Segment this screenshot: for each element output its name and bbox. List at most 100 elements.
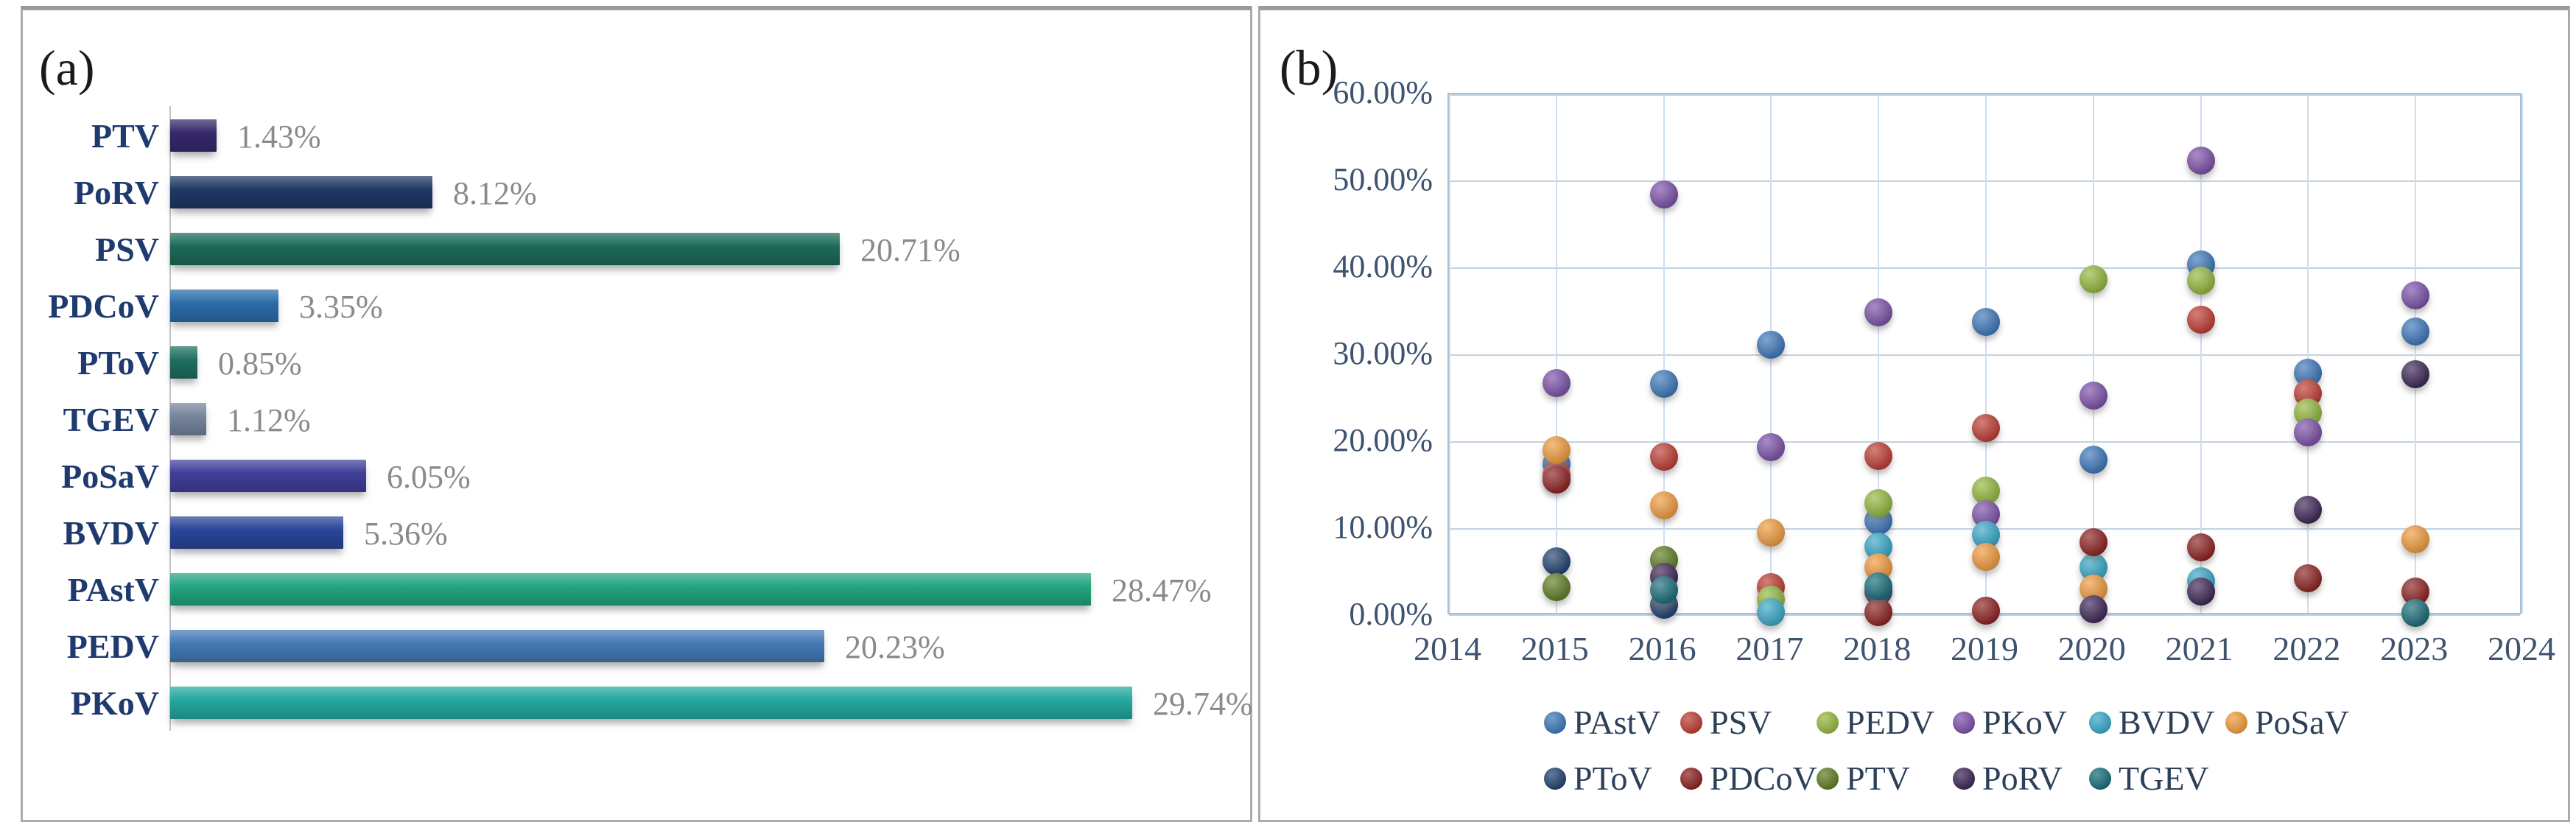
bar-category-label: PTV [91, 117, 159, 155]
data-point-pkov [2294, 418, 2323, 447]
legend-label: PKoV [1982, 704, 2068, 741]
gridline-horizontal [1449, 94, 2520, 96]
bar-tgev [170, 403, 206, 435]
bar-value-label: 20.23% [845, 629, 945, 665]
bar-pastv [170, 573, 1091, 606]
data-point-pkov [1649, 180, 1678, 208]
bar-pdcov [170, 290, 278, 322]
gridline-horizontal [1449, 441, 2520, 443]
y-axis-tick-label: 20.00% [1333, 422, 1433, 458]
legend-marker-pdcov [1680, 768, 1702, 790]
data-point-pdcov [2186, 533, 2215, 561]
legend-item-pastv: PAstV [1544, 706, 1660, 740]
gridline-horizontal [1449, 354, 2520, 356]
gridline-vertical [2200, 94, 2202, 613]
legend-label: PoRV [1982, 759, 2063, 797]
bar-pkov [170, 687, 1132, 719]
gridline-vertical [1878, 94, 1880, 613]
legend-label: BVDV [2119, 704, 2215, 741]
data-point-posav [1972, 542, 2000, 571]
data-point-psv [1864, 441, 1893, 470]
x-axis-tick-label: 2015 [1520, 630, 1589, 667]
data-point-pdcov [1542, 465, 1570, 494]
bar-psv [170, 233, 840, 265]
legend-item-tgev: TGEV [2089, 762, 2209, 796]
data-point-pastv [1757, 330, 1786, 359]
data-point-posav [1757, 518, 1786, 547]
bar-category-label: PoSaV [61, 457, 159, 495]
legend-item-pdcov: PDCoV [1680, 762, 1817, 796]
gridline-horizontal [1449, 180, 2520, 182]
bar-value-label: 20.71% [860, 232, 961, 268]
y-axis-tick-label: 50.00% [1333, 161, 1433, 197]
data-point-porv [2186, 577, 2215, 606]
gridline-horizontal [1449, 267, 2520, 269]
data-point-pastv [2401, 317, 2430, 346]
legend-marker-pastv [1544, 712, 1566, 734]
legend-marker-porv [1953, 768, 1975, 790]
y-axis-tick-label: 40.00% [1333, 248, 1433, 284]
data-point-pedv [2079, 265, 2108, 294]
bar-value-label: 5.36% [364, 516, 448, 552]
gridline-vertical [1449, 94, 1450, 613]
legend-marker-ptv [1817, 768, 1839, 790]
data-point-tgev [2401, 599, 2430, 628]
scatter-plot-area [1447, 93, 2523, 628]
data-point-pedv [1864, 488, 1893, 517]
legend-label: PTV [1846, 759, 1910, 797]
x-axis-tick-label: 2021 [2165, 630, 2233, 667]
data-point-psv [1972, 414, 2000, 443]
y-axis-tick-label: 60.00% [1333, 74, 1433, 110]
legend-label: PDCoV [1710, 759, 1817, 797]
bar-category-label: PKoV [70, 684, 159, 722]
data-point-pdcov [1864, 598, 1893, 627]
legend-item-bvdv: BVDV [2089, 706, 2214, 740]
x-axis-tick-label: 2024 [2488, 630, 2555, 667]
bar-value-label: 0.85% [218, 345, 302, 382]
data-point-pdcov [1972, 596, 2000, 625]
x-axis-tick-label: 2023 [2380, 630, 2449, 667]
legend-item-ptv: PTV [1817, 762, 1910, 796]
bar-value-label: 1.12% [227, 402, 311, 438]
bar-category-label: PDCoV [48, 287, 159, 325]
bar-value-label: 3.35% [299, 289, 383, 325]
legend-marker-bvdv [2089, 712, 2111, 734]
data-point-posav [1542, 435, 1570, 464]
bar-value-label: 28.47% [1112, 572, 1212, 608]
data-point-pkov [1864, 298, 1893, 327]
x-axis-tick-label: 2016 [1628, 630, 1696, 667]
legend-marker-pedv [1817, 712, 1839, 734]
legend-item-pkov: PKoV [1953, 706, 2067, 740]
data-point-ptv [1542, 573, 1570, 602]
data-point-pastv [2079, 445, 2108, 474]
data-point-pkov [2079, 382, 2108, 410]
data-point-psv [1649, 443, 1678, 471]
y-axis-tick-label: 0.00% [1349, 596, 1433, 632]
gridline-vertical [2092, 94, 2094, 613]
bar-posav [170, 460, 366, 492]
data-point-pedv [1972, 477, 2000, 505]
data-point-pastv [1649, 369, 1678, 398]
bar-category-label: PSV [95, 231, 159, 268]
data-point-pkov [1757, 433, 1786, 462]
bar-category-label: TGEV [63, 401, 159, 438]
legend-item-posav: PoSaV [2225, 706, 2349, 740]
bar-category-label: PoRV [74, 174, 159, 211]
data-point-pkov [1542, 368, 1570, 397]
bar-porv [170, 176, 432, 208]
data-point-posav [1649, 491, 1678, 520]
data-point-bvdv [1757, 598, 1786, 627]
panel-a-bar-chart: (a) PTV 1.43% PoRV 8.12% PSV 20.71% PDCoV 3.35%… [21, 6, 1253, 822]
bar-value-label: 8.12% [453, 175, 537, 211]
legend-marker-ptov [1544, 768, 1566, 790]
legend-marker-posav [2225, 712, 2247, 734]
x-axis-tick-label: 2020 [2057, 630, 2126, 667]
data-point-pedv [2186, 266, 2215, 295]
data-point-psv [2186, 305, 2215, 334]
data-point-pkov [2186, 146, 2215, 175]
x-axis-tick-label: 2017 [1736, 630, 1804, 667]
legend-item-ptov: PToV [1544, 762, 1652, 796]
data-point-porv [2294, 496, 2323, 524]
panel-a-label: (a) [39, 40, 95, 96]
data-point-pastv [1972, 308, 2000, 337]
